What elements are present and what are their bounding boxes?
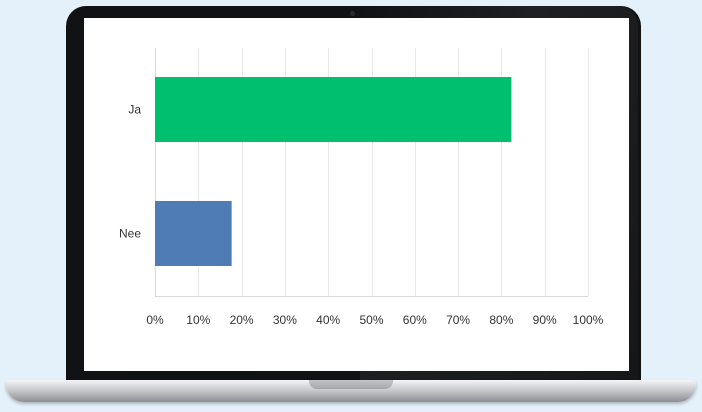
bar-chart: Ja Nee 0% 10% 20% 30% 40% 50% 60% 70% 80% 90% 100% xyxy=(119,48,604,327)
category-label-ja: Ja xyxy=(128,103,141,117)
x-tick-label: 90% xyxy=(533,313,557,327)
bar-nee[interactable] xyxy=(155,201,232,266)
x-tick-label: 70% xyxy=(446,313,470,327)
x-tick-label: 0% xyxy=(146,313,164,327)
x-tick-label: 40% xyxy=(316,313,340,327)
category-labels: Ja Nee xyxy=(119,103,141,241)
laptop-notch xyxy=(309,380,393,389)
x-tick-label: 20% xyxy=(230,313,254,327)
x-tick-labels: 0% 10% 20% 30% 40% 50% 60% 70% 80% 90% 100% xyxy=(146,313,603,327)
camera-icon xyxy=(350,11,355,16)
category-label-nee: Nee xyxy=(119,227,141,241)
x-tick-label: 10% xyxy=(186,313,210,327)
x-tick-label: 100% xyxy=(573,313,604,327)
bar-ja[interactable] xyxy=(155,77,512,142)
laptop-base xyxy=(6,380,696,402)
bars xyxy=(155,77,512,266)
x-tick-label: 80% xyxy=(489,313,513,327)
x-tick-label: 50% xyxy=(359,313,383,327)
x-tick-label: 60% xyxy=(403,313,427,327)
x-tick-label: 30% xyxy=(273,313,297,327)
laptop-screen: Ja Nee 0% 10% 20% 30% 40% 50% 60% 70% 80% 90% 100% xyxy=(84,18,629,371)
